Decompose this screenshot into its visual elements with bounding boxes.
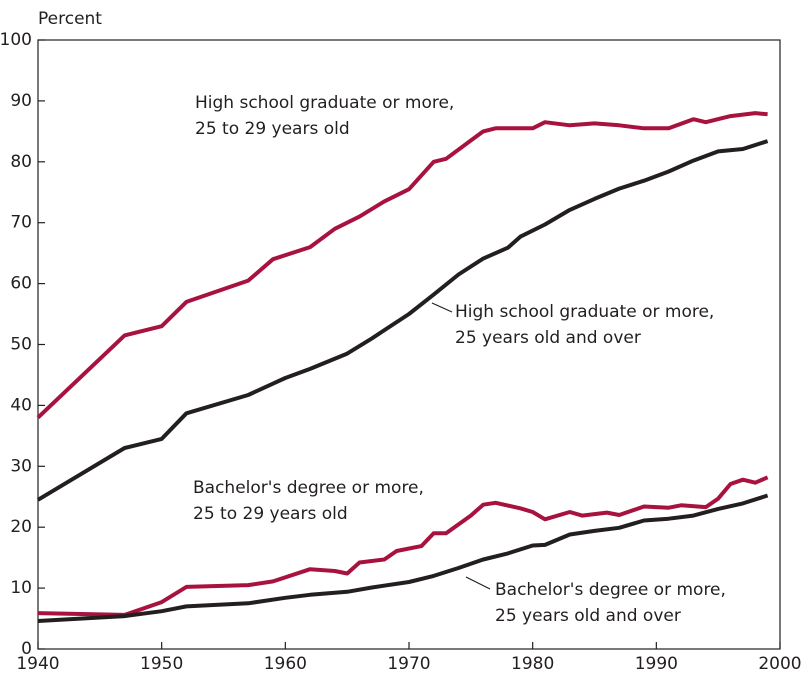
y-tick-label: 50: [10, 335, 32, 355]
x-tick-label: 1950: [140, 654, 183, 674]
y-tick-label: 0: [21, 639, 32, 659]
y-tick-label: 70: [10, 213, 32, 233]
y-tick-label: 30: [10, 456, 32, 476]
series-label: Bachelor's degree or more,: [495, 580, 726, 600]
series-label: 25 to 29 years old: [193, 504, 348, 524]
series-line: [37, 475, 769, 617]
leader-line: [465, 576, 491, 590]
series-line: [36, 139, 769, 502]
y-tick-label: 10: [10, 578, 32, 598]
series-label: 25 to 29 years old: [195, 119, 350, 139]
x-tick-label: 2000: [758, 654, 801, 674]
series-label: High school graduate or more,: [195, 93, 454, 113]
y-tick-label: 40: [10, 395, 32, 415]
series-line: [37, 493, 769, 623]
y-tick-label: 20: [10, 517, 32, 537]
leader-line: [431, 302, 453, 313]
y-axis-label: Percent: [38, 9, 102, 29]
series-label: 25 years old and over: [495, 606, 681, 626]
series-label: 25 years old and over: [455, 328, 641, 348]
y-tick-label: 80: [10, 152, 32, 172]
y-tick-label: 100: [0, 30, 32, 50]
x-tick-label: 1940: [16, 654, 59, 674]
x-tick-label: 1960: [264, 654, 307, 674]
plot-frame: [37, 39, 781, 650]
series-line: [36, 111, 768, 420]
series-label: High school graduate or more,: [455, 302, 714, 322]
x-tick-label: 1980: [511, 654, 554, 674]
x-tick-label: 1970: [387, 654, 430, 674]
x-tick-label: 1990: [635, 654, 678, 674]
series-label: Bachelor's degree or more,: [193, 478, 424, 498]
y-tick-label: 90: [10, 91, 32, 111]
y-tick-label: 60: [10, 274, 32, 294]
